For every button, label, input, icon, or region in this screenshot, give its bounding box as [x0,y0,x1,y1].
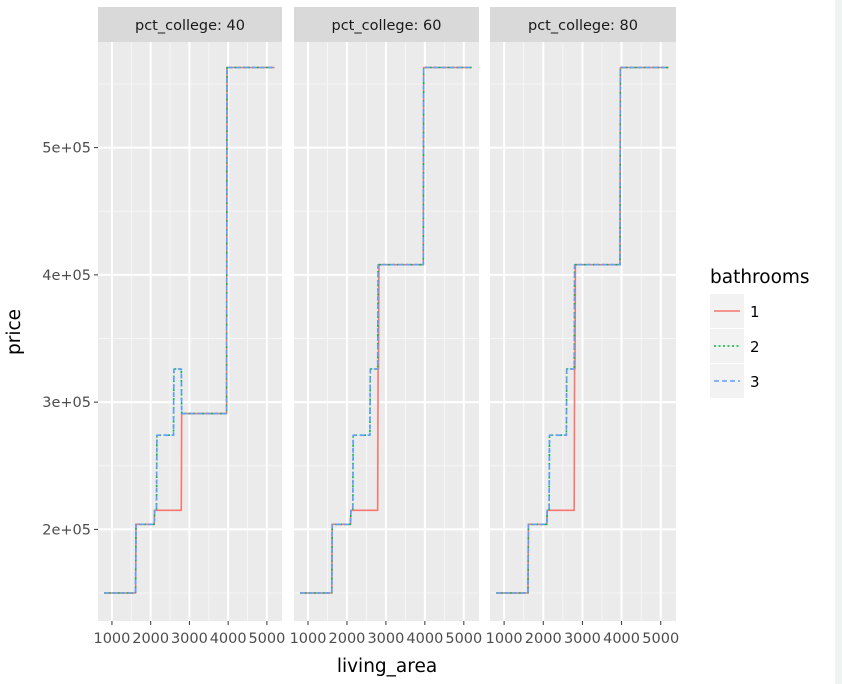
series-line-bathrooms-3 [496,66,669,594]
legend-label: 1 [750,303,760,321]
x-tick-label: 5000 [445,631,482,647]
x-tick-label: 3000 [564,631,601,647]
x-tick-label: 1000 [290,631,327,647]
legend-label: 2 [750,338,760,356]
x-tick-label: 5000 [248,631,285,647]
x-axis-title: living_area [337,656,437,677]
y-axis-title: price [4,309,25,355]
window-edge [835,0,842,684]
x-tick-label: 3000 [367,631,404,647]
y-tick-label: 2e+05 [42,522,91,538]
facet-strip [294,7,479,42]
x-tick-label: 5000 [642,631,679,647]
legend-title: bathrooms [710,267,810,288]
x-tick-label: 2000 [329,631,366,647]
series-line-bathrooms-3 [300,66,472,594]
x-tick-label: 2000 [132,631,169,647]
y-tick-label: 3e+05 [42,395,91,411]
x-tick-label: 1000 [93,631,130,647]
x-tick-label: 4000 [406,631,443,647]
x-tick-label: 2000 [525,631,562,647]
x-tick-label: 3000 [171,631,208,647]
facet-strip [490,7,676,42]
x-tick-label: 4000 [210,631,247,647]
x-tick-label: 1000 [486,631,523,647]
facet-label: pct_college: 80 [528,18,638,34]
y-tick-label: 5e+05 [42,141,91,157]
x-tick-label: 4000 [603,631,640,647]
facet-label: pct_college: 40 [135,18,245,34]
facet-label: pct_college: 60 [331,18,441,34]
y-tick-label: 4e+05 [42,268,91,284]
facet-strip [98,7,282,42]
series-line-bathrooms-3 [104,66,275,594]
legend-label: 3 [750,373,760,391]
